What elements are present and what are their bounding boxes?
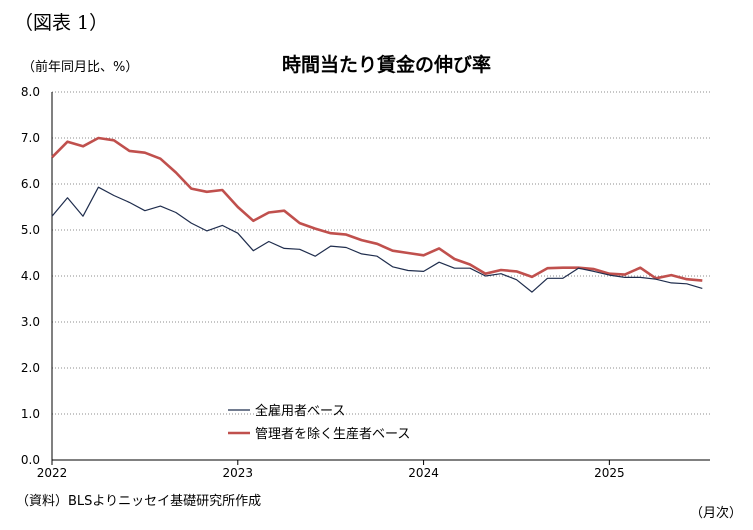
- y-tick-label: 8.0: [21, 85, 40, 99]
- y-tick-label: 4.0: [21, 269, 40, 283]
- x-tick-label: 2022: [37, 466, 68, 480]
- legend-label-2: 管理者を除く生産者ベース: [255, 426, 410, 442]
- y-tick-label: 2.0: [21, 361, 40, 375]
- y-tick-label: 3.0: [21, 315, 40, 329]
- x-tick-label: 2025: [594, 466, 625, 480]
- y-tick-label: 7.0: [21, 131, 40, 145]
- chart-title: 時間当たり賃金の伸び率: [281, 54, 491, 76]
- y-tick-label: 0.0: [21, 453, 40, 467]
- source-note: （資料）BLSよりニッセイ基礎研究所作成: [16, 494, 262, 509]
- y-tick-label: 5.0: [21, 223, 40, 237]
- x-tick-label: 2024: [408, 466, 439, 480]
- y-tick-label: 6.0: [21, 177, 40, 191]
- series-line-1: [51, 186, 703, 293]
- y-axis-unit-label: （前年同月比、%）: [22, 60, 139, 75]
- legend-label-1: 全雇用者ベース: [255, 403, 345, 419]
- x-axis-unit-label: （月次）: [690, 506, 743, 521]
- y-tick-label: 1.0: [21, 407, 40, 421]
- series-line-2: [51, 136, 703, 282]
- figure-label: （図表 1）: [14, 12, 109, 34]
- x-tick-label: 2023: [223, 466, 254, 480]
